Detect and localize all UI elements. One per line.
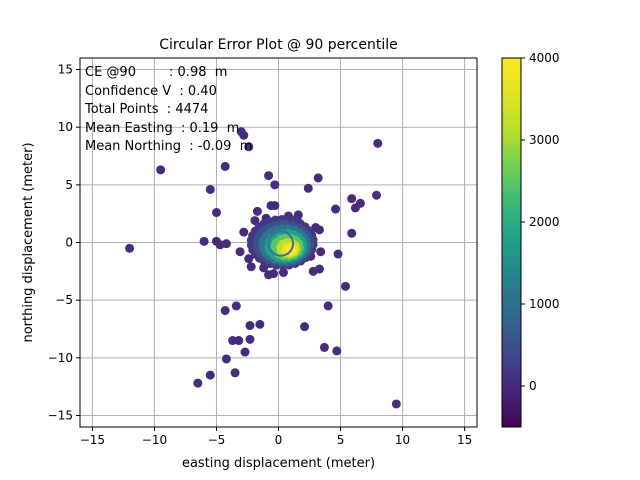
data-point: [250, 216, 260, 226]
x-tick-label: −10: [142, 433, 167, 447]
data-point: [269, 269, 279, 279]
data-point: [270, 180, 280, 190]
x-tick-label: 15: [457, 433, 472, 447]
data-point: [193, 378, 203, 388]
data-point: [239, 130, 249, 140]
y-tick-label: −10: [48, 351, 73, 365]
data-point: [239, 227, 249, 237]
y-tick-label: 5: [65, 178, 73, 192]
colorbar-tick-label: 1000: [529, 297, 560, 311]
data-point: [331, 204, 341, 214]
data-point: [199, 236, 209, 246]
colorbar-tick-label: 3000: [529, 133, 560, 147]
data-point: [355, 198, 365, 208]
y-axis-label: northing displacement (meter): [21, 142, 36, 342]
data-point: [244, 254, 254, 264]
data-point: [303, 183, 313, 193]
data-point: [255, 319, 265, 329]
data-point: [205, 370, 215, 380]
data-point: [205, 184, 215, 194]
data-point: [314, 225, 324, 235]
data-point: [234, 336, 244, 346]
data-point: [220, 306, 230, 316]
data-point: [316, 247, 326, 257]
colorbar-tick-label: 4000: [529, 51, 560, 65]
data-point: [323, 301, 333, 311]
dense-cluster: [246, 214, 318, 271]
data-point: [313, 173, 323, 183]
ce-circle: [267, 230, 295, 257]
data-point: [333, 249, 343, 259]
y-tick-label: 10: [58, 120, 73, 134]
data-point: [231, 301, 241, 311]
data-point: [319, 342, 329, 352]
data-point: [235, 247, 245, 257]
colorbar-tick-label: 0: [529, 379, 537, 393]
x-tick-label: −15: [80, 433, 105, 447]
y-tick-label: −5: [55, 293, 73, 307]
data-point: [156, 165, 166, 175]
y-tick-label: 15: [58, 63, 73, 77]
annotation-confidence: Confidence V : 0.40: [85, 84, 217, 99]
data-point: [372, 190, 382, 200]
data-point: [264, 171, 274, 181]
data-point: [221, 354, 231, 364]
data-point: [314, 264, 324, 274]
y-tick-label: 0: [65, 236, 73, 250]
y-axis-ticks: −15 −10 −5 0 5 10 15: [48, 63, 80, 422]
data-point: [221, 239, 231, 249]
data-point: [252, 206, 262, 216]
data-point: [220, 161, 230, 171]
data-point: [245, 321, 255, 331]
data-point: [347, 194, 357, 204]
stats-annotation: CE @90 : 0.98 m Confidence V : 0.40 Tota…: [84, 65, 252, 154]
data-point: [244, 142, 254, 152]
data-point: [340, 281, 350, 291]
data-point: [245, 334, 255, 344]
data-point: [230, 368, 240, 378]
x-tick-label: 0: [275, 433, 283, 447]
colorbar: [501, 57, 522, 428]
data-point: [211, 208, 221, 218]
annotation-ce: CE @90 : 0.98 m: [85, 65, 227, 80]
data-point: [300, 322, 310, 332]
data-point: [278, 267, 288, 277]
y-tick-label: −15: [48, 408, 73, 422]
data-point: [391, 399, 401, 409]
data-point: [373, 138, 383, 148]
data-point: [270, 201, 280, 211]
data-point: [125, 243, 135, 253]
grid-lines: [80, 58, 477, 427]
data-point: [246, 262, 256, 272]
data-point: [332, 346, 342, 356]
x-tick-label: 5: [337, 433, 345, 447]
x-tick-label: 10: [395, 433, 410, 447]
x-tick-label: −5: [208, 433, 226, 447]
colorbar-tick-label: 2000: [529, 215, 560, 229]
data-point: [228, 336, 238, 346]
data-point: [240, 347, 250, 357]
chart-title: Circular Error Plot @ 90 percentile: [159, 37, 398, 53]
annotation-total-points: Total Points : 4474: [84, 102, 208, 117]
annotation-mean-easting: Mean Easting : 0.19 m: [85, 121, 239, 136]
colorbar-ticks: 0 1000 2000 3000 4000: [521, 51, 560, 393]
annotation-mean-northing: Mean Northing : -0.09 m: [85, 139, 252, 154]
x-axis-ticks: −15 −10 −5 0 5 10 15: [80, 427, 472, 447]
data-points: [125, 127, 401, 409]
data-point: [347, 228, 357, 238]
x-axis-label: easting displacement (meter): [182, 456, 375, 471]
